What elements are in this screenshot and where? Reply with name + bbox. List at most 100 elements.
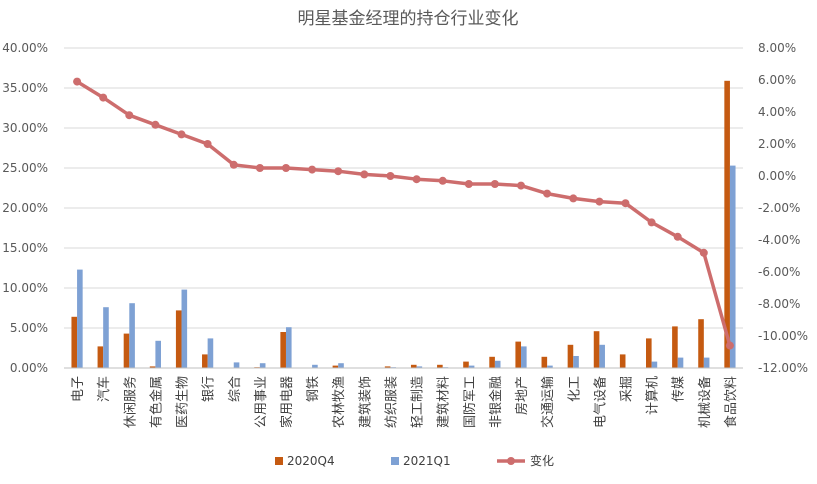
change-point [334,167,343,176]
category-label: 化工 [567,376,582,402]
category-label: 传媒 [672,376,687,402]
right-tick-label: 2.00% [758,137,796,151]
legend-label: 变化 [530,453,554,468]
change-point [151,120,160,129]
change-point [621,199,630,208]
bar-2020Q4 [175,310,182,368]
change-point [203,140,212,148]
left-tick-label: 20.00% [2,201,48,215]
right-axis: -12.00% -10.00% -8.00% -6.00% -4.00% -2.00% 0.… [758,41,808,375]
change-point [177,130,186,139]
category-label: 银行 [202,376,217,402]
bar-2021Q1 [703,357,710,368]
category-label: 轻工制造 [411,376,426,428]
right-tick-label: 0.00% [758,169,796,183]
bar-2021Q1 [103,307,109,368]
bar-2020Q4 [280,332,286,368]
bar-2021Q1 [729,165,736,368]
change-point [647,218,656,227]
category-axis: 电子 汽车 休闲服务 有色金属 医药生物 银行 综合 公用事业 家用电器 钢铁 农林牧渔 建筑装饰 纺织… [71,376,739,428]
legend-label: 2021Q1 [403,454,451,468]
left-tick-label: 0.00% [10,361,48,375]
right-tick-label: 6.00% [758,73,796,87]
change-point [543,189,552,198]
bars [64,80,743,369]
bar-2021Q1 [129,303,135,368]
bar-2021Q1 [77,269,83,368]
bar-2020Q4 [515,341,522,368]
bar-2021Q1 [181,289,188,368]
category-label: 食品饮料 [723,376,739,428]
right-tick-label: -4.00% [758,233,800,247]
bar-2020Q4 [463,361,469,368]
right-tick-label: -12.00% [758,361,808,375]
right-tick-label: 4.00% [758,105,796,119]
category-label: 建筑材料 [436,376,452,428]
change-point [386,172,395,180]
bar-2020Q4 [698,319,704,368]
bar-2020Q4 [541,356,548,368]
category-label: 综合 [228,376,243,402]
category-label: 电气设备 [592,376,608,428]
bar-2020Q4 [724,80,730,369]
bar-2020Q4 [71,316,78,368]
category-label: 计算机 [646,376,661,415]
bar-2020Q4 [123,333,130,368]
bar-2021Q1 [521,346,527,368]
bar-2020Q4 [97,346,104,368]
bar-2021Q1 [494,360,501,368]
change-point [490,180,499,188]
legend: 2020Q4 2021Q1 变化 [275,453,554,468]
category-label: 有色金属 [148,376,164,428]
category-label: 国防军工 [462,376,478,428]
change-point [360,170,369,179]
left-tick-label: 40.00% [2,41,48,55]
category-label: 家用电器 [279,376,295,428]
bar-2021Q1 [285,327,292,368]
bar-2021Q1 [416,366,423,368]
change-point [569,194,578,203]
left-tick-label: 5.00% [10,321,48,335]
bar-2020Q4 [672,326,678,368]
bar-2020Q4 [332,365,339,368]
bar-2021Q1 [651,361,658,368]
left-tick-label: 35.00% [2,81,48,95]
bar-2020Q4 [437,364,443,368]
bar-2020Q4 [384,366,391,368]
change-point [229,160,238,169]
bar-2020Q4 [489,356,495,368]
bar-2020Q4 [567,344,574,368]
change-point [125,111,134,120]
change-point [412,175,421,184]
change-point [282,164,290,172]
right-tick-label: 8.00% [758,41,796,55]
left-tick-label: 25.00% [2,161,48,175]
change-point [725,341,734,350]
category-label: 采掘 [620,376,635,402]
category-label: 非银金融 [488,376,504,428]
bar-2021Q1 [677,357,684,368]
bar-2020Q4 [646,338,652,368]
category-label: 医药生物 [176,376,191,428]
chart-title: 明星基金经理的持仓行业变化 [298,9,519,29]
bar-2021Q1 [599,344,605,368]
right-tick-label: -6.00% [758,265,800,279]
bar-2021Q1 [233,362,240,368]
category-label: 公用事业 [254,376,269,428]
bar-2021Q1 [155,340,161,368]
change-line-path [76,80,732,347]
gridlines [64,47,743,369]
change-point [517,181,525,190]
left-axis: 0.00% 5.00% 10.00% 15.00% 20.00% 25.00% 30.00%… [2,41,48,375]
bar-2020Q4 [149,366,156,368]
left-tick-label: 30.00% [2,121,48,135]
bar-2020Q4 [593,331,600,368]
right-tick-label: -10.00% [758,329,808,343]
change-point [673,232,682,241]
category-label: 农林牧渔 [332,376,347,428]
category-label: 交通运输 [540,376,556,428]
right-tick-label: -2.00% [758,201,800,215]
legend-label: 2020Q4 [287,454,335,468]
change-point [73,77,82,86]
